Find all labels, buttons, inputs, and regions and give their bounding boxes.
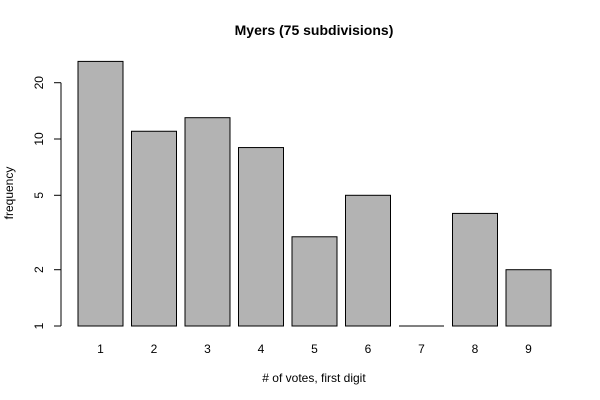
x-axis-label: # of votes, first digit	[262, 371, 366, 385]
x-axis-labels: 1 2 3 4 5 6 7 8 9	[97, 342, 532, 356]
y-tick-label-1: 1	[32, 322, 46, 329]
bar-3	[184, 117, 231, 327]
x-tick-label-5: 5	[311, 342, 318, 356]
y-tick-label-5: 5	[32, 192, 46, 199]
x-tick-label-3: 3	[204, 342, 211, 356]
bar-2	[131, 130, 177, 327]
bar-5	[291, 236, 338, 327]
y-tick-label-2: 2	[32, 266, 46, 273]
x-tick-label-8: 8	[472, 342, 479, 356]
y-tick-label-20: 20	[32, 76, 46, 90]
x-tick-label-1: 1	[97, 342, 104, 356]
bars-group	[77, 60, 552, 327]
x-tick-label-7: 7	[418, 342, 425, 356]
chart-title: Myers (75 subdivisions)	[235, 22, 394, 38]
x-tick-label-6: 6	[365, 342, 372, 356]
x-tick-label-4: 4	[258, 342, 265, 356]
bar-8	[452, 212, 498, 327]
bar-9	[505, 269, 552, 327]
bar-4	[238, 147, 284, 327]
y-tick-label-10: 10	[32, 132, 46, 146]
bar-6	[345, 194, 391, 327]
y-axis-label: frequency	[2, 167, 16, 220]
x-tick-label-9: 9	[525, 342, 532, 356]
x-tick-label-2: 2	[151, 342, 158, 356]
bar-1	[77, 60, 124, 327]
y-axis: 1 2 5 10 20	[32, 76, 62, 329]
